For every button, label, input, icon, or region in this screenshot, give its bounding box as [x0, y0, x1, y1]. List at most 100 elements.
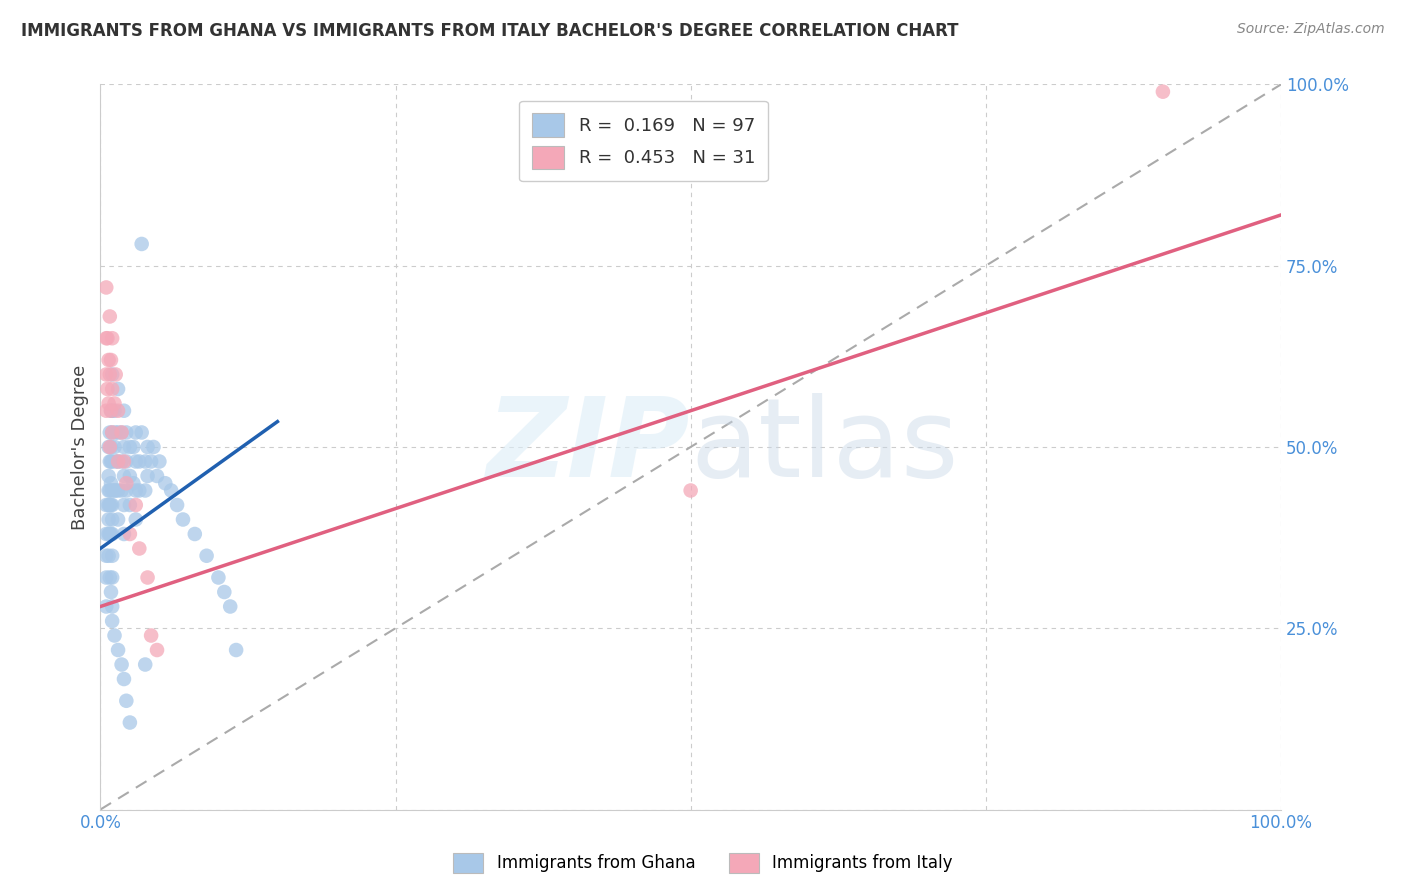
Point [97, 483, 120, 498]
Point [155, 476, 177, 491]
Point [98, 527, 121, 541]
Point [101, 498, 124, 512]
Point [100, 476, 122, 491]
Point [100, 527, 122, 541]
Point [112, 403, 135, 417]
Point [103, 440, 125, 454]
Point [146, 469, 169, 483]
Point [110, 454, 132, 468]
Point [97, 353, 120, 368]
Point [125, 454, 148, 468]
Point [134, 483, 156, 498]
Point [103, 628, 125, 642]
Legend: Immigrants from Ghana, Immigrants from Italy: Immigrants from Ghana, Immigrants from I… [447, 847, 959, 880]
Point [104, 425, 127, 440]
Point [98, 368, 121, 382]
Point [96, 331, 118, 345]
Point [118, 527, 141, 541]
Point [136, 440, 159, 454]
Point [107, 643, 129, 657]
Point [101, 570, 124, 584]
Point [101, 368, 124, 382]
Point [118, 498, 141, 512]
Point [96, 527, 118, 541]
Point [101, 454, 124, 468]
Point [101, 549, 124, 563]
Point [97, 396, 120, 410]
Point [107, 454, 129, 468]
Point [115, 694, 138, 708]
Text: atlas: atlas [690, 393, 959, 500]
Point [96, 403, 118, 417]
Point [112, 440, 135, 454]
Point [122, 476, 145, 491]
Point [98, 310, 121, 324]
Point [100, 585, 122, 599]
Point [112, 454, 135, 468]
Text: IMMIGRANTS FROM GHANA VS IMMIGRANTS FROM ITALY BACHELOR'S DEGREE CORRELATION CHA: IMMIGRANTS FROM GHANA VS IMMIGRANTS FROM… [21, 22, 959, 40]
Point [98, 570, 121, 584]
Point [115, 425, 138, 440]
Point [146, 643, 169, 657]
Point [103, 396, 125, 410]
Point [96, 549, 118, 563]
Point [96, 331, 118, 345]
Point [172, 512, 194, 526]
Point [100, 403, 122, 417]
Point [110, 425, 132, 440]
Point [125, 425, 148, 440]
Point [115, 476, 138, 491]
Point [104, 483, 127, 498]
Point [97, 440, 120, 454]
Point [679, 483, 702, 498]
Point [98, 483, 121, 498]
Point [100, 440, 122, 454]
Point [112, 672, 135, 686]
Point [118, 715, 141, 730]
Point [101, 599, 124, 614]
Point [97, 512, 120, 526]
Point [104, 368, 127, 382]
Point [219, 599, 242, 614]
Point [96, 498, 118, 512]
Point [110, 483, 132, 498]
Point [101, 512, 124, 526]
Point [100, 353, 122, 368]
Point [96, 599, 118, 614]
Point [101, 425, 124, 440]
Point [100, 454, 122, 468]
Point [98, 498, 121, 512]
Point [97, 498, 120, 512]
Legend: R =  0.169   N = 97, R =  0.453   N = 31: R = 0.169 N = 97, R = 0.453 N = 31 [519, 101, 768, 181]
Point [98, 440, 121, 454]
Point [107, 483, 129, 498]
Point [101, 483, 124, 498]
Point [125, 498, 148, 512]
Point [1152, 85, 1174, 99]
Point [128, 483, 150, 498]
Point [214, 585, 236, 599]
Point [112, 527, 135, 541]
Point [134, 454, 156, 468]
Point [104, 454, 127, 468]
Point [112, 498, 135, 512]
Point [112, 469, 135, 483]
Point [118, 440, 141, 454]
Point [122, 440, 145, 454]
Point [101, 331, 124, 345]
Point [125, 512, 148, 526]
Point [107, 454, 129, 468]
Point [96, 368, 118, 382]
Point [207, 570, 229, 584]
Point [128, 454, 150, 468]
Point [115, 454, 138, 468]
Point [98, 454, 121, 468]
Point [101, 614, 124, 628]
Point [107, 403, 129, 417]
Point [148, 454, 170, 468]
Point [97, 527, 120, 541]
Point [110, 657, 132, 672]
Point [115, 483, 138, 498]
Point [98, 425, 121, 440]
Point [128, 541, 150, 556]
